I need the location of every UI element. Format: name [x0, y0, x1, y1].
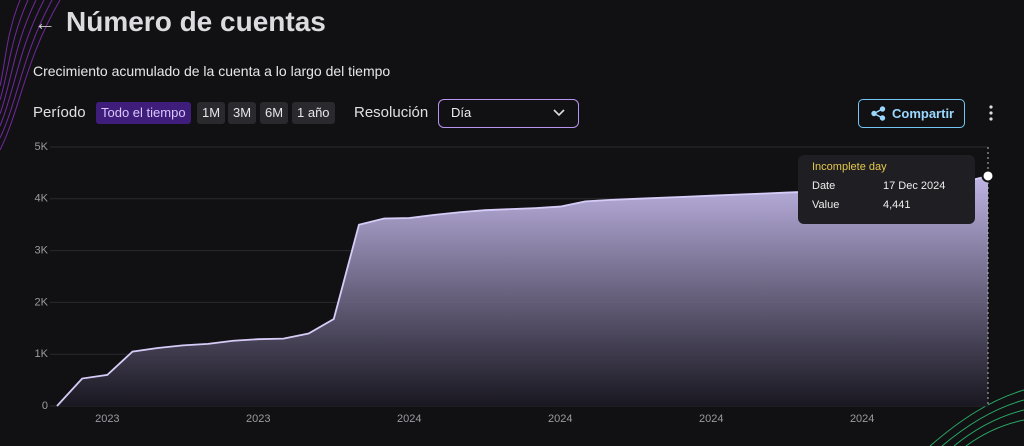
x-tick-label: 2023	[246, 413, 270, 425]
hover-point	[981, 169, 995, 183]
tooltip-title: Incomplete day	[812, 161, 887, 173]
decoration	[929, 389, 1024, 446]
resolution-value: Día	[451, 105, 472, 120]
period-label: Período	[33, 104, 86, 121]
resolution-dropdown[interactable]: Día	[438, 99, 579, 128]
share-label: Compartir	[892, 106, 955, 121]
tooltip-value: 17 Dec 2024	[883, 180, 945, 192]
tooltip-key: Value	[812, 199, 839, 211]
period-button[interactable]: 6M	[260, 102, 289, 124]
page-title: Número de cuentas	[66, 6, 326, 37]
x-tick-label: 2024	[397, 413, 421, 425]
x-tick-label: 2024	[699, 413, 723, 425]
share-icon	[871, 106, 886, 121]
y-tick-label: 4K	[35, 193, 49, 205]
resolution-label: Resolución	[354, 104, 429, 121]
x-tick-label: 2024	[548, 413, 572, 425]
period-button[interactable]: Todo el tiempo	[96, 102, 191, 124]
share-button[interactable]: Compartir	[858, 99, 965, 128]
x-tick-label: 2023	[95, 413, 119, 425]
period-button[interactable]: 1M	[197, 102, 226, 124]
y-tick-label: 5K	[35, 141, 49, 153]
subtitle: Crecimiento acumulado de la cuenta a lo …	[33, 63, 391, 79]
period-button[interactable]: 1 año	[292, 102, 335, 124]
back-arrow[interactable]: ←	[34, 10, 56, 35]
tooltip-value: 4,441	[883, 199, 911, 211]
chevron	[553, 109, 565, 117]
y-tick-label: 2K	[35, 296, 49, 308]
x-tick-label: 2024	[850, 413, 874, 425]
tooltip-key: Date	[812, 180, 835, 192]
area	[57, 175, 988, 406]
y-tick-label: 1K	[35, 348, 49, 360]
more-menu[interactable]	[986, 104, 996, 122]
tooltip-box	[798, 155, 975, 224]
y-tick-label: 0	[42, 400, 48, 412]
period-button[interactable]: 3M	[228, 102, 257, 124]
y-tick-label: 3K	[35, 245, 49, 257]
tooltip: Incomplete day Date 17 Dec 2024 Value 4,441	[798, 155, 975, 224]
decoration	[0, 0, 61, 151]
